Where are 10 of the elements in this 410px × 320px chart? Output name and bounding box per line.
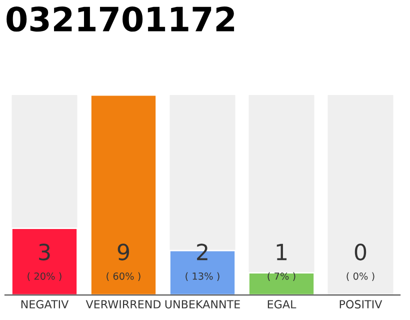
data-label: 3 ( 20% )	[28, 244, 62, 281]
data-label: 9 ( 60% )	[106, 244, 140, 281]
data-label: 1 ( 7% )	[268, 244, 296, 281]
chart-title: 0321701172	[6, 6, 234, 32]
x-tick-label: EGAL	[268, 300, 296, 308]
x-tick-label: UNBEKANNTE	[165, 300, 240, 308]
x-tick-label: VERWIRREND	[86, 300, 161, 308]
x-tick-label: POSITIV	[340, 300, 382, 308]
data-label: 0 ( 0% )	[346, 244, 374, 281]
x-tick-label: NEGATIV	[21, 300, 69, 308]
